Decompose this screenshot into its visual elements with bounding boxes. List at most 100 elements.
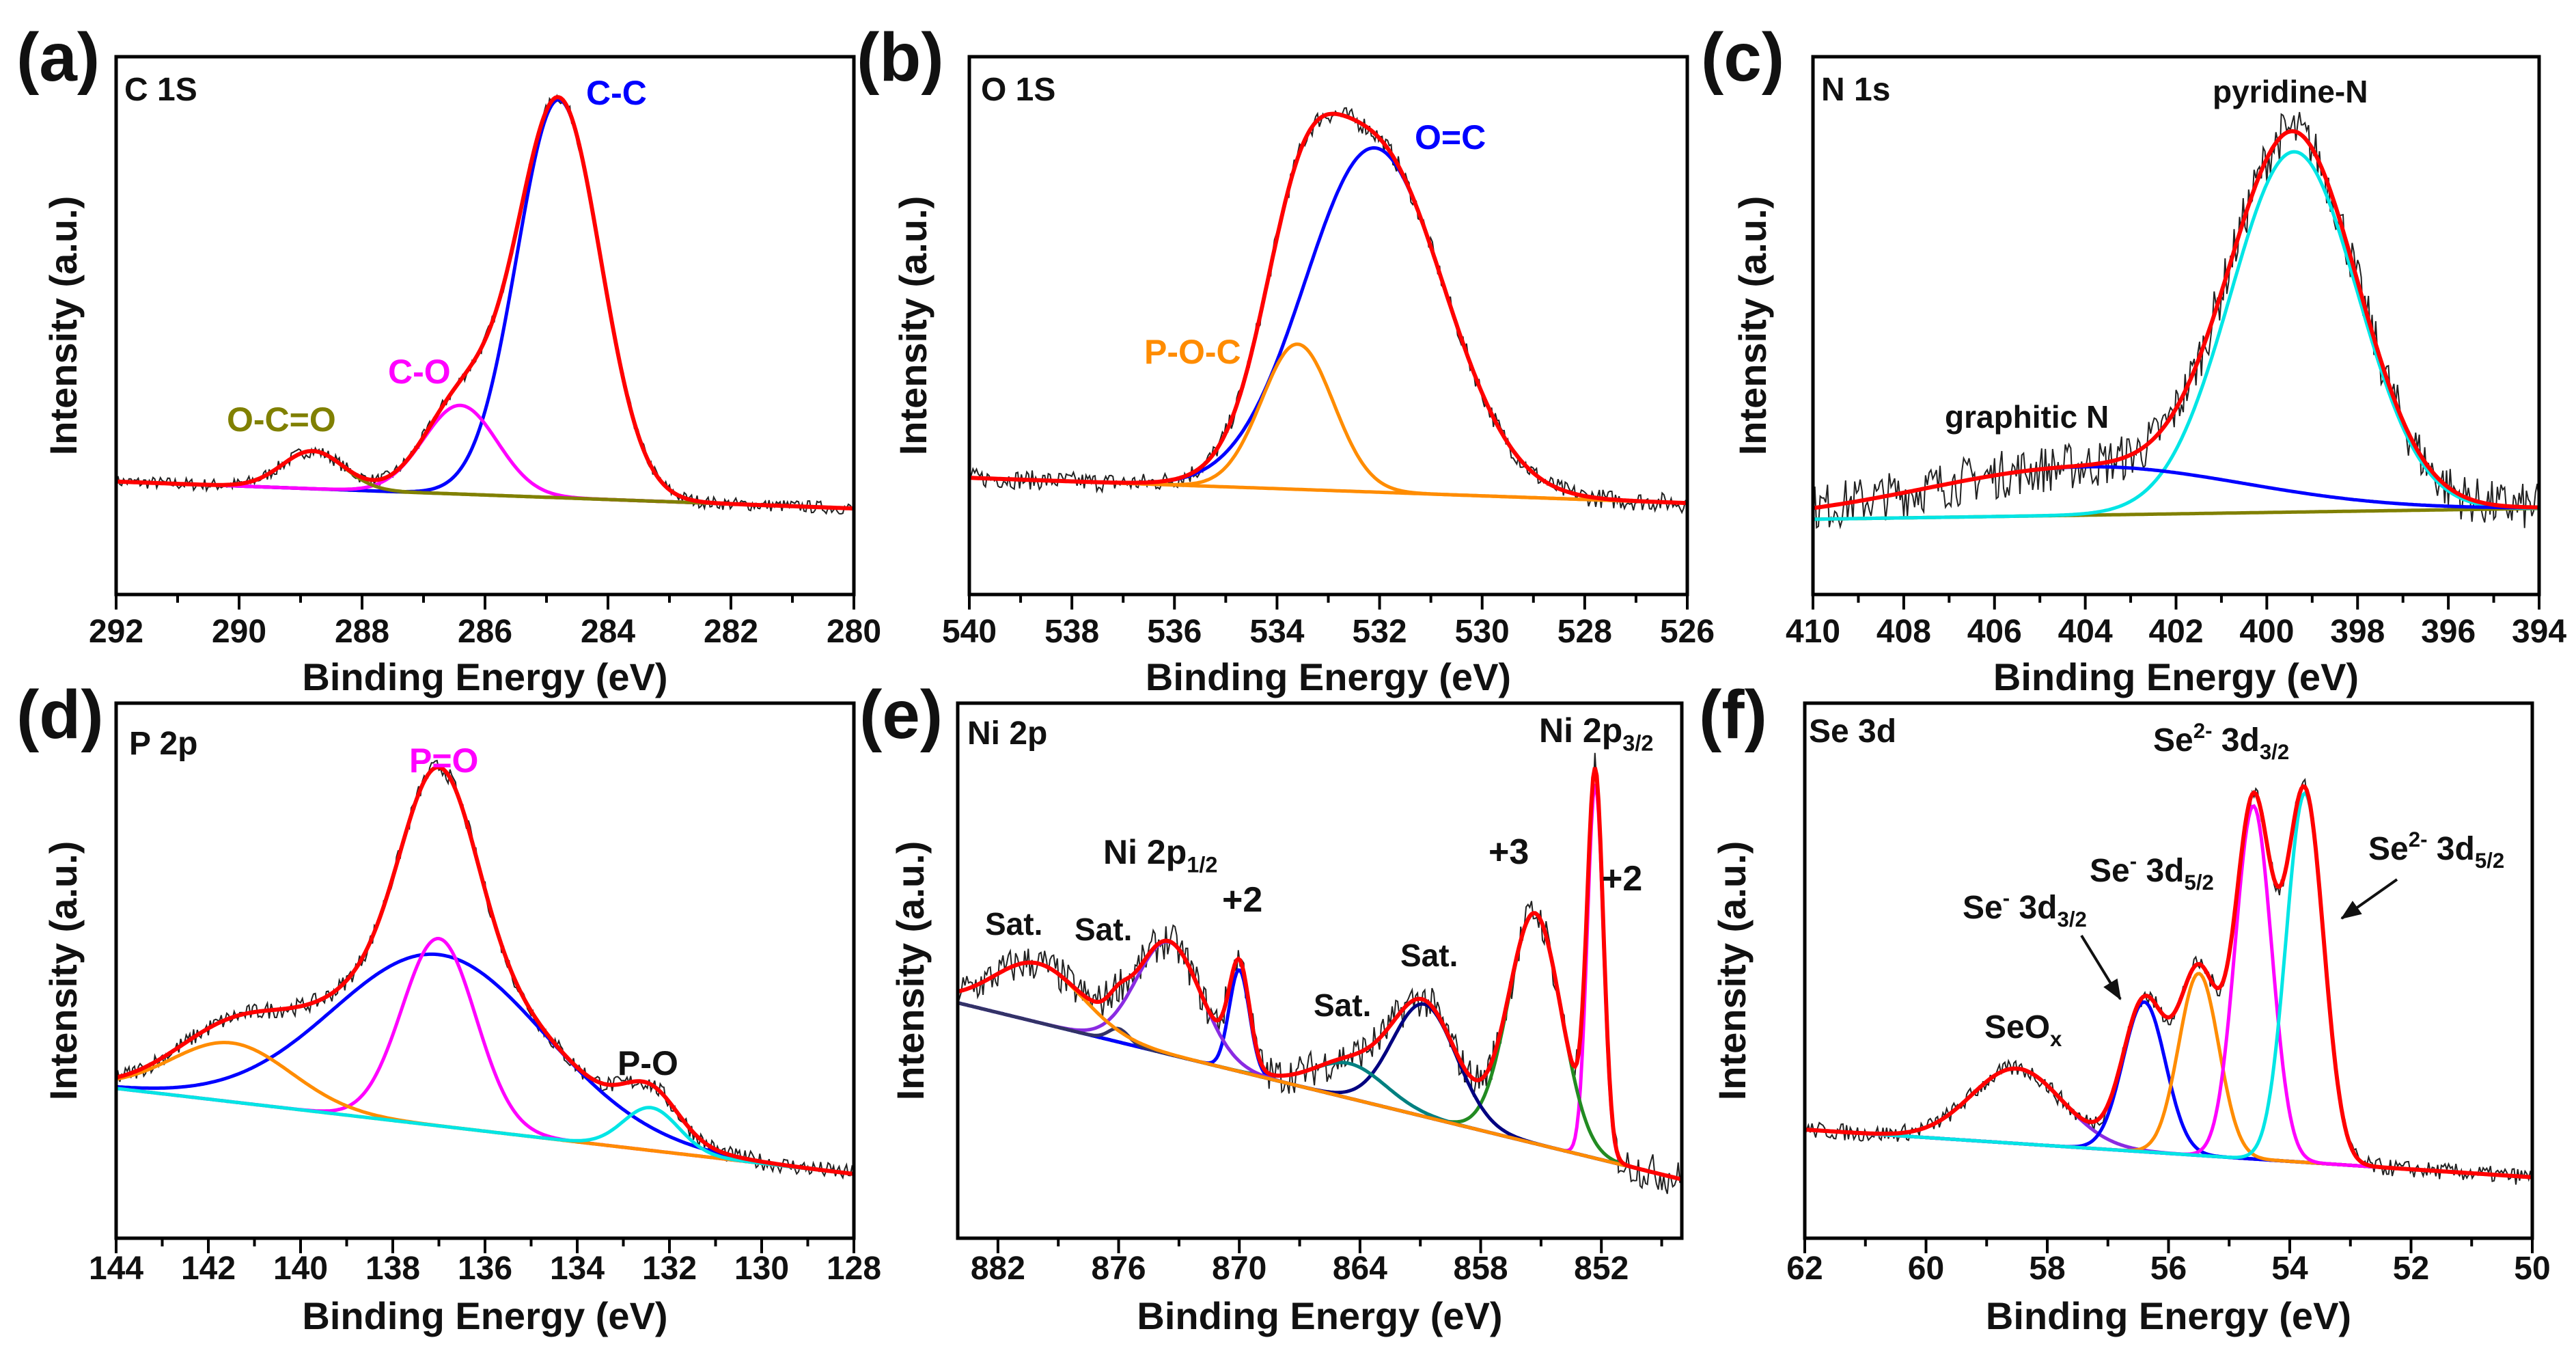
panel-letter: (b) bbox=[857, 19, 944, 96]
x-tick-label: 132 bbox=[642, 1251, 697, 1287]
x-tick-label: 534 bbox=[1249, 614, 1304, 650]
fit-component-2 bbox=[115, 1041, 855, 1176]
annotation-text: P-O bbox=[618, 1044, 678, 1082]
peak-annotation: Se2- 3d3/2 bbox=[2153, 719, 2289, 764]
x-tick-label: 406 bbox=[1967, 614, 2022, 650]
y-axis-title: Intensity (a.u.) bbox=[891, 196, 934, 456]
x-tick-label: 400 bbox=[2239, 614, 2294, 650]
x-tick-label: 864 bbox=[1333, 1251, 1387, 1287]
x-tick-label: 526 bbox=[1660, 614, 1715, 650]
plot-frame bbox=[956, 701, 1684, 1240]
peak-annotation: C-C bbox=[586, 74, 647, 112]
x-tick-label: 52 bbox=[2393, 1251, 2429, 1287]
panel-letter: (f) bbox=[1699, 677, 1767, 753]
peak-annotation: Ni 2p1/2 bbox=[1103, 833, 1217, 877]
panel-d: 144 142 140 138 136 134 132 130 128 Binding Energ… bbox=[16, 677, 881, 1337]
annotation-text: 3d bbox=[2137, 853, 2184, 889]
annotation-text: +3 bbox=[1488, 832, 1529, 872]
fit-envelope bbox=[115, 95, 855, 511]
subscript: 5/2 bbox=[2184, 871, 2213, 894]
panel-letter: (a) bbox=[16, 19, 100, 96]
x-tick-label: 538 bbox=[1044, 614, 1099, 650]
annotation-text: P=O bbox=[409, 741, 478, 780]
x-tick-label: 536 bbox=[1147, 614, 1202, 650]
peak-annotation: O=C bbox=[1415, 118, 1486, 156]
x-tick-label: 408 bbox=[1876, 614, 1931, 650]
panel-b: 540 538 536 534 532 530 528 526 Binding Energy (… bbox=[857, 19, 1715, 698]
x-tick-label: 852 bbox=[1574, 1251, 1629, 1287]
annotation-text: Ni 2p bbox=[1103, 833, 1187, 871]
superscript: - bbox=[2130, 849, 2137, 873]
peak-annotation: Sat. bbox=[985, 906, 1042, 942]
x-tick-label: 130 bbox=[734, 1251, 789, 1287]
fit-component-0 bbox=[969, 146, 1688, 505]
x-tick-label: 54 bbox=[2271, 1251, 2308, 1287]
peak-annotation: P-O bbox=[618, 1044, 678, 1082]
annotation-text: O-C=O bbox=[227, 400, 336, 439]
annotation-text: Sat. bbox=[1075, 912, 1132, 947]
annotation-text: Se bbox=[1963, 890, 2003, 926]
peak-annotation: Se- 3d5/2 bbox=[2090, 849, 2214, 894]
annotation-text: pyridine-N bbox=[2213, 74, 2368, 109]
x-tick-label: 56 bbox=[2150, 1251, 2187, 1287]
annotation-text: Se bbox=[2368, 831, 2409, 867]
peak-annotation: Sat. bbox=[1314, 987, 1371, 1023]
peak-annotation: +3 bbox=[1488, 832, 1529, 872]
x-axis-title: Binding Energy (eV) bbox=[1986, 1294, 2351, 1337]
fit-envelope bbox=[1812, 128, 2540, 510]
peak-annotation: SeOx bbox=[1984, 1009, 2062, 1051]
peak-annotation: Sat. bbox=[1400, 938, 1458, 973]
fit-component-0 bbox=[115, 952, 855, 1176]
panel-letter: (d) bbox=[16, 677, 104, 753]
y-axis-title: Intensity (a.u.) bbox=[889, 841, 932, 1101]
x-tick-label: 50 bbox=[2514, 1251, 2550, 1287]
x-axis-title: Binding Energy (eV) bbox=[1137, 1294, 1502, 1337]
raw-spectrum bbox=[115, 94, 855, 515]
annotation-text: +2 bbox=[1222, 880, 1262, 920]
x-tick-label: 138 bbox=[365, 1251, 420, 1287]
x-tick-label: 288 bbox=[335, 614, 389, 650]
x-axis-title: Binding Energy (eV) bbox=[302, 1294, 667, 1337]
x-tick-label: 136 bbox=[458, 1251, 512, 1287]
x-tick-label: 134 bbox=[550, 1251, 605, 1287]
panel-e: 882 876 870 864 858 852 Binding Energy (eV) Int… bbox=[859, 677, 1684, 1337]
x-axis-title: Binding Energy (eV) bbox=[1146, 655, 1511, 698]
annotation-text: P-O-C bbox=[1144, 333, 1241, 371]
raw-spectrum bbox=[957, 752, 1682, 1194]
x-tick-label: 292 bbox=[89, 614, 143, 650]
spectrum-title: C 1S bbox=[124, 72, 197, 108]
panel-c: 410 408 406 404 402 400 398 396 394 Binding Energ… bbox=[1701, 19, 2566, 698]
y-axis-title: Intensity (a.u.) bbox=[42, 196, 85, 456]
superscript: 2- bbox=[2193, 719, 2213, 743]
x-tick-label: 284 bbox=[581, 614, 635, 650]
fit-component-0 bbox=[115, 98, 855, 510]
subscript: x bbox=[2050, 1027, 2062, 1051]
x-tick-label: 280 bbox=[827, 614, 881, 650]
subscript: 5/2 bbox=[2475, 849, 2504, 873]
spectrum-title: N 1s bbox=[1821, 72, 1890, 108]
subscript: 1/2 bbox=[1187, 853, 1217, 877]
annotation-text: 3d bbox=[2212, 722, 2259, 759]
x-tick-label: 62 bbox=[1786, 1251, 1823, 1287]
peak-annotation: +2 bbox=[1222, 880, 1262, 920]
annotation-text: Sat. bbox=[1314, 987, 1371, 1023]
x-tick-label: 410 bbox=[1786, 614, 1840, 650]
x-tick-label: 144 bbox=[89, 1251, 143, 1287]
y-axis-title: Intensity (a.u.) bbox=[1731, 196, 1774, 456]
x-tick-label: 140 bbox=[273, 1251, 328, 1287]
arrow-pointer bbox=[2080, 934, 2122, 1000]
subscript: 3/2 bbox=[2057, 907, 2086, 931]
fit-component-0 bbox=[1813, 150, 2539, 521]
x-tick-label: 528 bbox=[1557, 614, 1612, 650]
x-tick-label: 530 bbox=[1455, 614, 1510, 650]
panel-f: 62 60 58 56 54 52 50 Binding Energy (eV) Intensi… bbox=[1699, 677, 2551, 1337]
fit-envelope bbox=[115, 765, 855, 1176]
x-axis-title: Binding Energy (eV) bbox=[1993, 655, 2359, 698]
x-tick-label: 540 bbox=[942, 614, 997, 650]
annotation-text: +2 bbox=[1602, 859, 1642, 899]
x-tick-label: 404 bbox=[2058, 614, 2113, 650]
raw-spectrum bbox=[969, 107, 1688, 515]
x-tick-label: 282 bbox=[704, 614, 758, 650]
x-tick-label: 142 bbox=[181, 1251, 236, 1287]
raw-spectrum bbox=[1812, 111, 2540, 531]
